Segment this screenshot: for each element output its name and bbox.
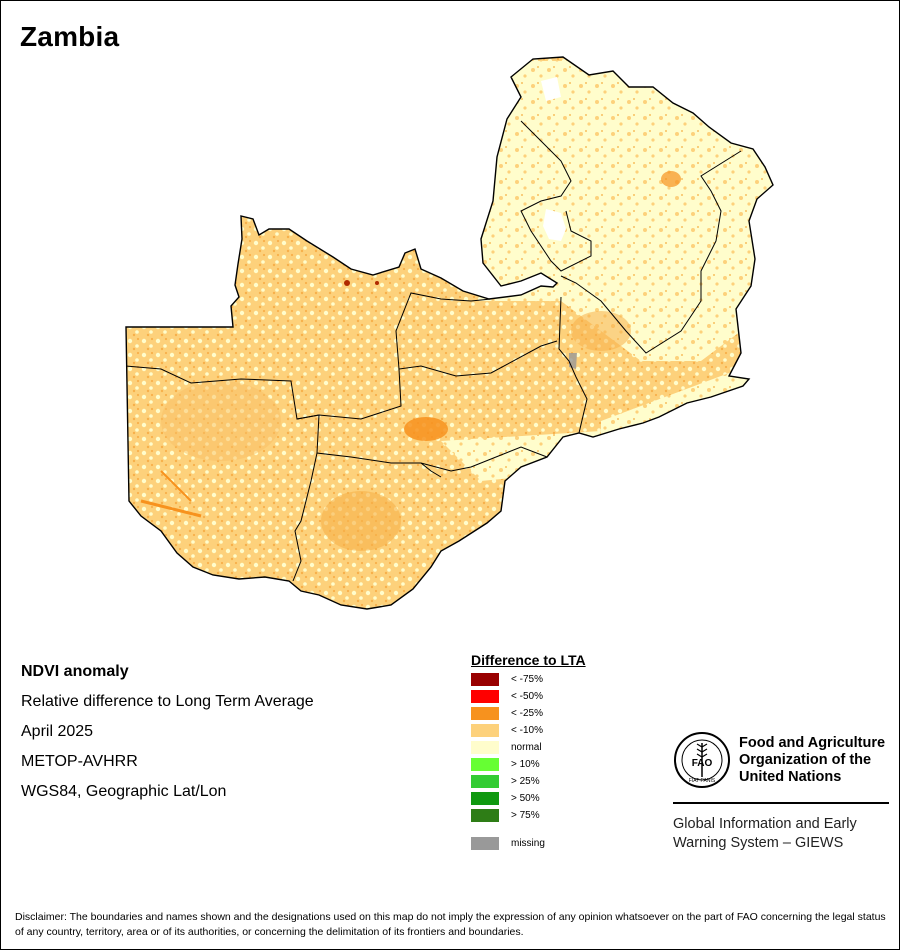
legend-item: normal: [471, 741, 542, 754]
map-title: Zambia: [20, 21, 120, 52]
legend-item: < -75%: [471, 673, 543, 686]
fao-name-line: Organization of the: [739, 752, 872, 768]
giews-label: Global Information and Early Warning Sys…: [673, 815, 857, 853]
legend-label: < -75%: [511, 674, 543, 685]
legend-label: normal: [511, 742, 542, 753]
legend-label: < -10%: [511, 725, 543, 736]
legend-label: > 50%: [511, 793, 540, 804]
fao-logo-icon: FAO FIAT PANIS: [674, 732, 730, 788]
legend: Difference to LTA < -75% < -50% < -25% <…: [471, 652, 586, 850]
legend-swatch: [471, 707, 499, 720]
fao-name: Food and Agriculture Organization of the…: [739, 735, 885, 786]
legend-label: < -25%: [511, 708, 543, 719]
legend-item: < -25%: [471, 707, 543, 720]
info-title: NDVI anomaly: [21, 663, 129, 680]
legend-swatch: [471, 673, 499, 686]
legend-item-missing: missing: [471, 837, 545, 850]
giews-line: Global Information and Early: [673, 816, 857, 832]
legend-label: > 10%: [511, 759, 540, 770]
legend-swatch: [471, 690, 499, 703]
legend-item: > 10%: [471, 758, 540, 771]
map-info: NDVI anomaly Relative difference to Long…: [21, 657, 314, 807]
fao-logo-motto: FIAT PANIS: [689, 778, 716, 784]
legend-item: > 25%: [471, 775, 540, 788]
province-boundaries: [125, 120, 742, 582]
legend-label: < -50%: [511, 691, 543, 702]
legend-label: missing: [511, 838, 545, 849]
info-subtitle: Relative difference to Long Term Average: [21, 693, 314, 710]
legend-item: < -50%: [471, 690, 543, 703]
ndvi-raster: [126, 57, 773, 609]
legend-item: > 75%: [471, 809, 540, 822]
legend-swatch: [471, 809, 499, 822]
legend-item: > 50%: [471, 792, 540, 805]
fao-name-line: United Nations: [739, 769, 842, 785]
info-sensor: METOP-AVHRR: [21, 753, 138, 770]
fao-logo-letters: FAO: [692, 758, 713, 769]
info-period: April 2025: [21, 723, 94, 740]
legend-swatch: [471, 792, 499, 805]
legend-item: < -10%: [471, 724, 543, 737]
giews-line: Warning System – GIEWS: [673, 835, 844, 851]
legend-swatch: [471, 741, 499, 754]
zambia-map: [125, 56, 774, 610]
fao-divider: [673, 802, 889, 804]
fao-name-line: Food and Agriculture: [739, 735, 886, 751]
legend-swatch: [471, 837, 499, 850]
legend-label: > 75%: [511, 810, 540, 821]
info-projection: WGS84, Geographic Lat/Lon: [21, 783, 227, 800]
legend-title: Difference to LTA: [471, 652, 586, 668]
legend-swatch: [471, 724, 499, 737]
legend-label: > 25%: [511, 776, 540, 787]
disclaimer: Disclaimer: The boundaries and names sho…: [15, 911, 886, 938]
legend-swatch: [471, 758, 499, 771]
legend-swatch: [471, 775, 499, 788]
